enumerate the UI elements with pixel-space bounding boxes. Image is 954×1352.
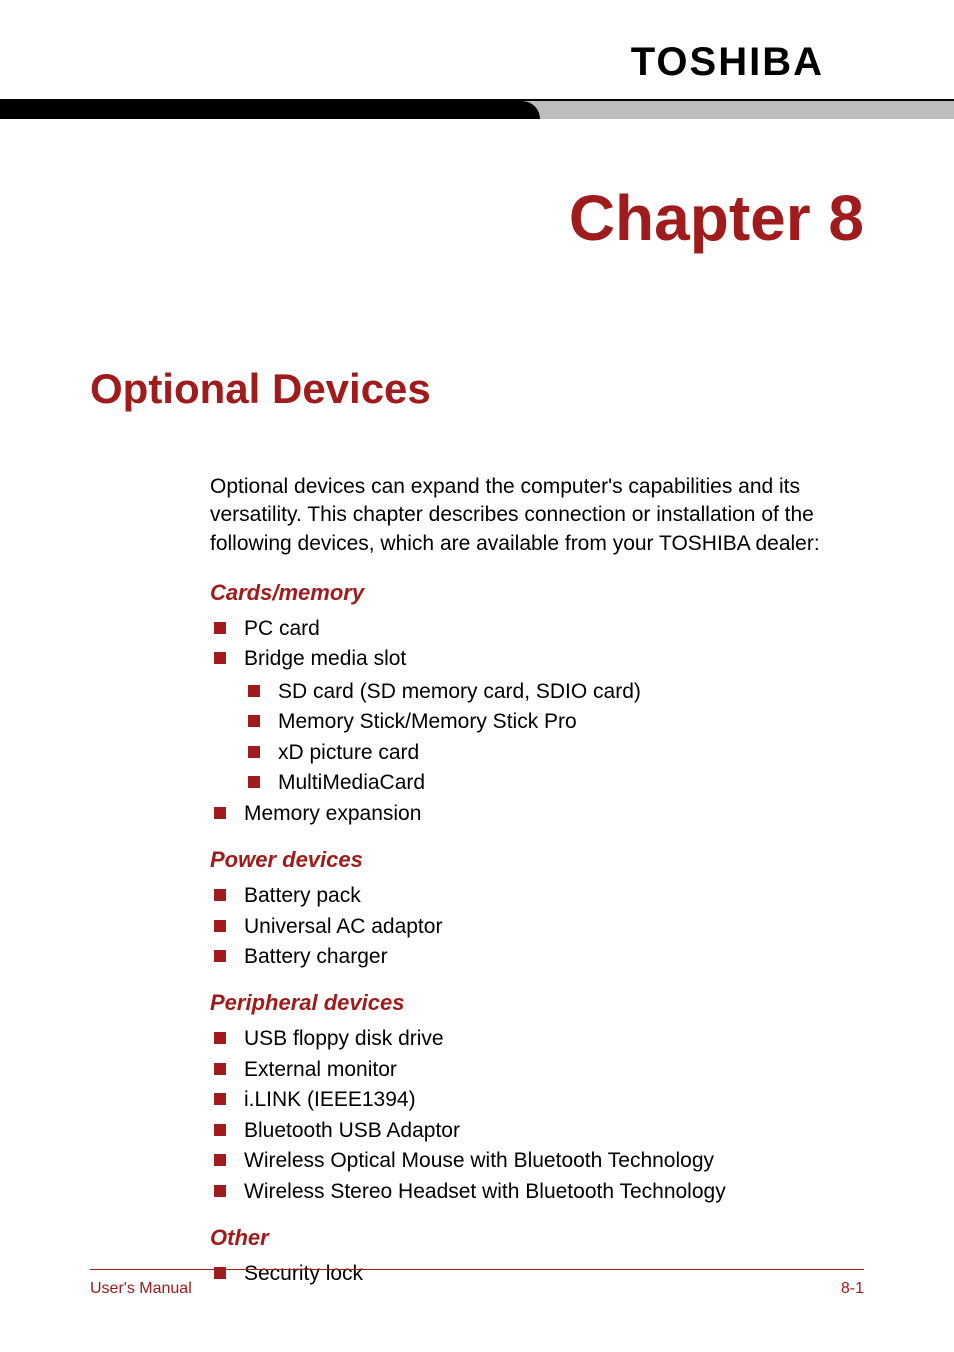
group-list: USB floppy disk drive External monitor i.L… [210, 1024, 854, 1207]
intro-paragraph: Optional devices can expand the computer… [210, 473, 854, 558]
group-heading: Peripheral devices [210, 990, 854, 1016]
list-item: PC card [210, 614, 854, 644]
list-item-label: PC card [244, 617, 320, 640]
list-item: Bluetooth USB Adaptor [210, 1116, 854, 1146]
list-item: SD card (SD memory card, SDIO card) [244, 677, 854, 707]
list-item-label: Battery charger [244, 945, 388, 968]
chapter-title: Chapter 8 [90, 181, 864, 255]
list-item-label: Bluetooth USB Adaptor [244, 1119, 460, 1142]
list-item: Bridge media slot SD card (SD memory card… [210, 644, 854, 798]
list-item: MultiMediaCard [244, 768, 854, 798]
list-item-label: i.LINK (IEEE1394) [244, 1088, 416, 1111]
group-list: Battery pack Universal AC adaptor Battery … [210, 881, 854, 972]
content-body: Optional devices can expand the computer… [90, 473, 864, 1289]
list-item: Battery charger [210, 942, 854, 972]
list-item-label: xD picture card [278, 741, 419, 764]
list-item: USB floppy disk drive [210, 1024, 854, 1054]
group-heading: Power devices [210, 847, 854, 873]
list-item-label: Battery pack [244, 884, 361, 907]
list-item: Wireless Optical Mouse with Bluetooth Te… [210, 1146, 854, 1176]
list-item-label: SD card (SD memory card, SDIO card) [278, 680, 641, 703]
group-sublist: SD card (SD memory card, SDIO card) Memor… [244, 677, 854, 799]
list-item-label: USB floppy disk drive [244, 1027, 444, 1050]
list-item: Wireless Stereo Headset with Bluetooth T… [210, 1177, 854, 1207]
footer-left: User's Manual [90, 1280, 192, 1298]
header-rule-black [0, 101, 540, 119]
list-item: External monitor [210, 1055, 854, 1085]
list-item-label: Wireless Stereo Headset with Bluetooth T… [244, 1180, 726, 1203]
list-item: xD picture card [244, 738, 854, 768]
header-rule [90, 99, 864, 121]
brand-logo-text: TOSHIBA [90, 40, 864, 85]
document-page: TOSHIBA Chapter 8 Optional Devices Optio… [0, 0, 954, 1352]
page-footer: User's Manual 8-1 [90, 1269, 864, 1298]
group-heading: Other [210, 1225, 854, 1251]
list-item: Memory Stick/Memory Stick Pro [244, 707, 854, 737]
list-item: Universal AC adaptor [210, 912, 854, 942]
list-item-label: Wireless Optical Mouse with Bluetooth Te… [244, 1149, 714, 1172]
list-item: i.LINK (IEEE1394) [210, 1085, 854, 1115]
list-item: Battery pack [210, 881, 854, 911]
list-item-label: Memory expansion [244, 802, 421, 825]
list-item-label: Memory Stick/Memory Stick Pro [278, 710, 577, 733]
groups-container: Cards/memory PC card Bridge media slot SD c… [210, 580, 854, 1289]
list-item-label: MultiMediaCard [278, 771, 425, 794]
footer-right: 8-1 [841, 1280, 864, 1298]
section-title: Optional Devices [90, 365, 864, 413]
group-heading: Cards/memory [210, 580, 854, 606]
footer-rule [90, 1269, 864, 1270]
list-item-label: Universal AC adaptor [244, 915, 442, 938]
group-list: PC card Bridge media slot SD card (SD memo… [210, 614, 854, 829]
list-item-label: Bridge media slot [244, 647, 406, 670]
list-item: Memory expansion [210, 799, 854, 829]
list-item-label: External monitor [244, 1058, 397, 1081]
